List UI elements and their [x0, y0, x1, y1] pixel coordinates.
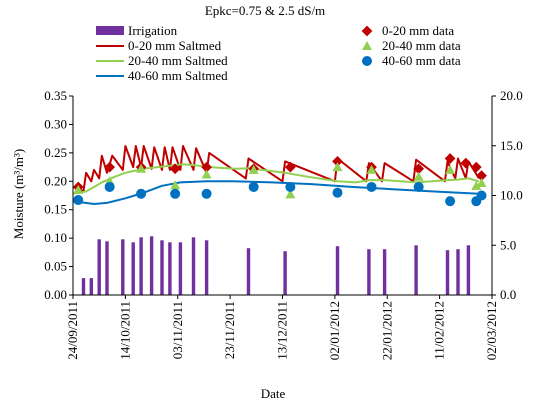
irrigation-bars — [81, 236, 471, 296]
x-tick-label: 14/10/2011 — [117, 301, 132, 360]
irrigation-bar — [97, 239, 101, 295]
marker-d0_20 — [476, 170, 487, 181]
marker-d40_60 — [413, 181, 424, 192]
irrigation-bar — [283, 251, 287, 295]
marker-d20_40 — [285, 189, 296, 199]
irrigation-bar — [131, 242, 135, 295]
x-tick-label: 13/12/2011 — [275, 301, 290, 360]
irrigation-bar — [382, 249, 387, 295]
marker-d0_20 — [460, 157, 472, 169]
marker-d20_40 — [413, 171, 424, 181]
irrigation-bar — [456, 249, 460, 295]
y-axis-title: Moisture (m³/m³) — [11, 149, 26, 239]
marker-d0_20 — [470, 161, 482, 173]
x-axis-title: Date — [261, 386, 286, 401]
legend-label-d40_60: 40-60 mm data — [382, 53, 461, 68]
axes: 0.00 0.05 0.10 0.15 0.20 0.25 0.30 0.35 0.0 5.0 10… — [44, 88, 523, 360]
irrigation-bar — [89, 278, 93, 295]
series-line-s20_40 — [72, 163, 480, 195]
series-line-s40_60 — [72, 180, 479, 205]
marker-d40_60 — [170, 188, 181, 199]
x-tick-label: 11/02/2012 — [432, 301, 447, 360]
x-tick-label: 22/01/2012 — [379, 301, 394, 360]
marker-d40_60 — [201, 188, 212, 199]
irrigation-bar — [414, 245, 418, 296]
y-left-tick-label: 0.05 — [44, 259, 67, 274]
legend-label-s40_60: 40-60 mm Saltmed — [128, 68, 228, 83]
irrigation-bar — [121, 239, 125, 295]
y-left-tick-label: 0.25 — [44, 145, 67, 160]
y-left-tick-label: 0.20 — [44, 173, 67, 188]
marker-d20_40 — [332, 162, 343, 172]
y-right-tick-label: 5.0 — [500, 237, 516, 252]
x-tick-label: 02/01/2012 — [327, 301, 342, 360]
y-left-tick-label: 0.00 — [44, 287, 67, 302]
irrigation-bar — [367, 249, 371, 295]
y-left-tick-label: 0.15 — [44, 202, 67, 217]
marker-d40_60 — [104, 181, 115, 192]
marker-d20_40 — [248, 164, 259, 174]
marker-d20_40 — [201, 169, 212, 179]
y-left-tick-label: 0.35 — [44, 88, 67, 103]
y-right-tick-label: 20.0 — [500, 88, 523, 103]
marker-d40_60 — [476, 190, 487, 201]
irrigation-bar — [168, 242, 172, 295]
marker-d40_60 — [445, 196, 456, 207]
legend-label-s0_20: 0-20 mm Saltmed — [128, 38, 222, 53]
legend-label-s20_40: 20-40 mm Saltmed — [128, 53, 228, 68]
irrigation-bar — [445, 250, 450, 295]
irrigation-bar — [191, 237, 196, 295]
y-left-tick-label: 0.10 — [44, 230, 67, 245]
y-right-tick-label: 10.0 — [500, 188, 523, 203]
marker-d20_40 — [471, 180, 482, 190]
legend-swatch-d20_40 — [362, 41, 372, 50]
legend-label-d0_20: 0-20 mm data — [382, 23, 454, 38]
irrigation-bar — [139, 237, 143, 295]
x-tick-label: 02/03/2012 — [484, 301, 499, 360]
marker-d20_40 — [445, 164, 456, 174]
irrigation-bar — [149, 236, 154, 295]
irrigation-bar — [335, 246, 340, 295]
irrigation-bar — [178, 242, 183, 295]
marker-d20_40 — [136, 163, 147, 173]
marker-d0_20 — [444, 153, 456, 164]
marker-d20_40 — [73, 184, 84, 194]
legend-label-irrigation: Irrigation — [128, 23, 178, 38]
marker-d0_20 — [169, 163, 181, 175]
irrigation-bar — [160, 240, 164, 295]
legend-swatch-irrigation — [96, 26, 124, 35]
y-left-tick-label: 0.30 — [44, 116, 67, 131]
chart-title: Epkc=0.75 & 2.5 dS/m — [205, 3, 325, 18]
marker-d0_20 — [332, 156, 343, 167]
y-right-tick-label: 15.0 — [500, 138, 523, 153]
marker-d20_40 — [170, 180, 181, 190]
irrigation-bar — [204, 240, 209, 295]
marker-d0_20 — [284, 161, 296, 173]
marker-d40_60 — [366, 181, 377, 192]
marker-d40_60 — [248, 181, 259, 192]
irrigation-bar — [81, 278, 86, 295]
x-tick-label: 24/09/2011 — [65, 301, 80, 360]
marker-d40_60 — [73, 195, 84, 206]
x-tick-label: 23/11/2011 — [222, 301, 237, 359]
x-tick-label: 03/11/2011 — [170, 301, 185, 359]
marker-d20_40 — [366, 164, 377, 174]
marker-d40_60 — [332, 187, 343, 198]
marker-d0_20 — [201, 161, 212, 173]
marker-d0_20 — [413, 163, 425, 175]
marker-d40_60 — [136, 188, 147, 199]
y-right-tick-label: 0.0 — [500, 287, 516, 302]
marker-d20_40 — [476, 177, 487, 187]
irrigation-bar — [105, 241, 109, 295]
irrigation-bar — [246, 248, 251, 295]
irrigation-bar — [466, 245, 471, 296]
legend-swatch-d0_20 — [361, 25, 373, 37]
legend-swatch-d40_60 — [362, 56, 372, 66]
legend-label-d20_40: 20-40 mm data — [382, 38, 461, 53]
marker-d40_60 — [285, 181, 296, 192]
